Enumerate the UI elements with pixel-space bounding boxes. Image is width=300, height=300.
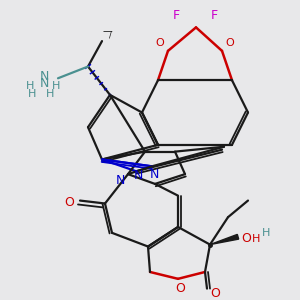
Text: H: H [26,81,34,91]
Text: N: N [39,77,49,90]
Text: N: N [115,173,125,187]
Text: H: H [46,89,54,99]
Text: O: O [210,287,220,300]
Text: O: O [156,38,164,48]
Text: H: H [262,228,270,238]
Text: —: — [102,26,112,36]
Text: H: H [252,234,260,244]
Polygon shape [210,234,239,244]
Text: /: / [109,31,111,40]
Text: N: N [133,169,143,182]
Text: F: F [172,9,180,22]
Text: O: O [241,232,251,245]
Text: N: N [39,70,49,83]
Text: N: N [149,168,159,181]
Text: F: F [210,9,218,22]
Text: O: O [175,282,185,295]
Text: O: O [64,196,74,209]
Text: H: H [28,89,36,99]
Text: H: H [52,81,60,91]
Text: O: O [226,38,234,48]
